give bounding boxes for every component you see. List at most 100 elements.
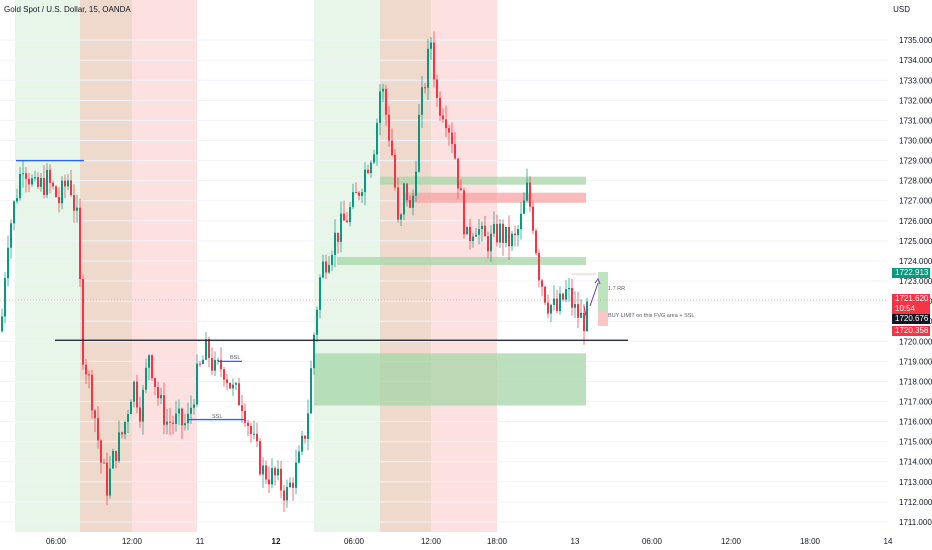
y-tick-19: 1730.000: [899, 137, 932, 146]
candle-body-45: [136, 381, 138, 408]
candle-body-72: [217, 359, 219, 361]
candle-body-124: [373, 154, 375, 163]
long-position-tool[interactable]: 1.7 RR BUY LIMIT on this FVG area + SSL: [0, 272, 888, 326]
candle-body-10: [31, 178, 33, 185]
candle-body-94: [283, 490, 285, 501]
x-tick-11: 14: [884, 537, 893, 546]
candle-body-40: [121, 432, 123, 435]
y-tick-14: 1725.000: [899, 237, 932, 246]
candles: [1, 31, 588, 513]
candle-body-38: [115, 450, 117, 461]
candle-body-85: [256, 433, 258, 442]
candle-body-60: [181, 408, 183, 426]
candle-body-110: [331, 254, 333, 265]
candle-body-32: [97, 418, 99, 441]
y-tick-7: 1718.000: [899, 377, 932, 386]
bsl-label: BSL: [230, 355, 240, 361]
y-tick-15: 1726.000: [899, 217, 932, 226]
candle-body-76: [229, 382, 231, 389]
candle-body-74: [223, 369, 225, 380]
candle-body-126: [379, 91, 381, 123]
candle-body-117: [352, 192, 354, 208]
y-tick-6: 1717.000: [899, 398, 932, 407]
candle-body-11: [34, 177, 36, 179]
candle-body-181: [544, 286, 546, 303]
candle-body-77: [232, 384, 234, 389]
ssl-label: SSL: [212, 414, 222, 420]
candle-body-18: [55, 186, 57, 198]
candle-body-82: [247, 422, 249, 426]
projection-arrow-down: [583, 305, 587, 317]
candle-body-118: [355, 192, 357, 194]
y-tick-9: 1720.000: [899, 337, 932, 346]
candle-body-2: [7, 247, 9, 279]
candle-body-39: [118, 432, 120, 461]
candle-body-103: [310, 368, 312, 414]
fvg-box-green-0: [314, 353, 586, 406]
candle-body-187: [562, 293, 564, 300]
candle-body-5: [16, 198, 18, 202]
candle-body-0: [1, 316, 3, 332]
x-tick-0: 06:00: [46, 537, 67, 546]
candle-body-166: [499, 223, 501, 243]
candle-body-57: [172, 422, 174, 424]
candle-body-26: [79, 207, 81, 280]
candle-body-125: [376, 122, 378, 155]
candle-body-28: [85, 364, 87, 375]
y-tick-12: 1723.000: [899, 277, 932, 286]
candle-body-137: [412, 195, 414, 208]
candle-body-178: [535, 230, 537, 254]
candle-body-141: [424, 87, 426, 89]
candle-body-68: [205, 339, 207, 360]
candle-body-138: [415, 171, 417, 196]
candle-body-79: [238, 383, 240, 406]
time-axis[interactable]: 06:00 12:00 11 12 06:00 12:00 18:00 13 06:00 12:0…: [46, 537, 893, 546]
x-tick-5: 12:00: [421, 537, 442, 546]
candle-body-113: [340, 213, 342, 242]
candle-body-89: [268, 479, 270, 485]
candle-body-62: [187, 413, 189, 424]
candle-body-135: [406, 183, 408, 201]
candle-body-83: [250, 425, 252, 434]
candle-body-27: [82, 279, 84, 365]
candle-body-155: [466, 226, 468, 235]
y-tick-24: 1735.000: [899, 36, 932, 45]
candle-body-86: [259, 441, 261, 475]
candle-body-177: [532, 206, 534, 231]
x-tick-4: 06:00: [344, 537, 365, 546]
candle-body-123: [370, 162, 372, 174]
candle-body-19: [58, 197, 60, 204]
candle-body-6: [19, 173, 21, 199]
candle-body-164: [493, 223, 495, 234]
y-tick-21: 1732.000: [899, 96, 932, 105]
candle-body-116: [349, 207, 351, 223]
candle-body-182: [547, 302, 549, 314]
zone-killzone-red-5: [431, 0, 497, 532]
candle-body-36: [109, 468, 111, 496]
candle-body-66: [199, 363, 201, 365]
candle-body-105: [316, 309, 318, 335]
candle-body-111: [334, 232, 336, 255]
x-tick-1: 12:00: [122, 537, 143, 546]
candle-body-134: [403, 183, 405, 215]
tag-last: 1721.620: [892, 294, 930, 304]
candle-body-75: [226, 379, 228, 383]
y-tick-1: 1712.000: [899, 498, 932, 507]
candle-body-84: [253, 433, 255, 435]
candle-body-129: [388, 114, 390, 141]
candle-body-191: [574, 304, 576, 308]
candle-body-160: [481, 225, 483, 230]
candle-body-12: [37, 177, 39, 187]
candle-body-8: [25, 173, 27, 179]
candle-body-91: [274, 468, 276, 476]
candle-body-71: [214, 359, 216, 371]
candle-body-170: [511, 233, 513, 247]
fvg-boxes: [314, 176, 586, 406]
buy-limit-label: BUY LIMIT on this FVG area + SSL: [608, 313, 694, 319]
price-axis[interactable]: 1711.000 1712.000 1713.000 1714.000 1715.000…: [899, 36, 932, 527]
candle-body-14: [43, 178, 45, 195]
x-tick-10: 18:00: [800, 537, 821, 546]
candle-body-21: [64, 180, 66, 187]
candle-body-193: [580, 312, 582, 318]
